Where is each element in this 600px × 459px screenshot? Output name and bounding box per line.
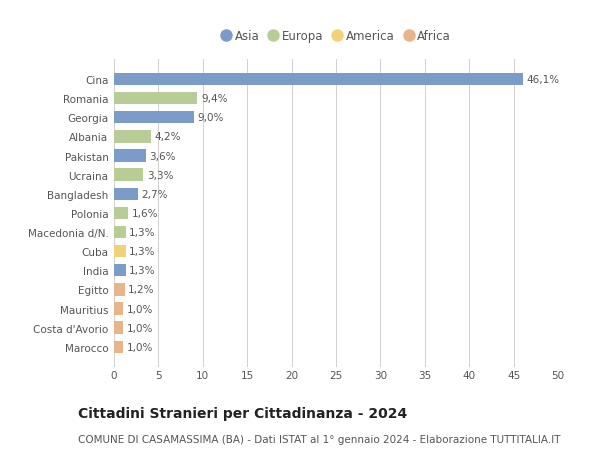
Bar [114, 226, 125, 239]
Text: 1,3%: 1,3% [129, 246, 155, 257]
Text: 9,0%: 9,0% [197, 113, 224, 123]
Text: 1,0%: 1,0% [127, 323, 153, 333]
Text: COMUNE DI CASAMASSIMA (BA) - Dati ISTAT al 1° gennaio 2024 - Elaborazione TUTTIT: COMUNE DI CASAMASSIMA (BA) - Dati ISTAT … [78, 434, 560, 444]
Bar [114, 207, 128, 220]
Bar [114, 264, 125, 277]
Text: 46,1%: 46,1% [527, 75, 560, 85]
Bar [114, 188, 138, 201]
Bar [114, 73, 523, 86]
Bar [114, 322, 123, 334]
Bar [114, 246, 125, 258]
Text: 2,7%: 2,7% [142, 190, 168, 199]
Bar [114, 112, 194, 124]
Text: 1,0%: 1,0% [127, 342, 153, 352]
Bar [114, 302, 123, 315]
Text: 1,6%: 1,6% [132, 208, 158, 218]
Text: 1,2%: 1,2% [128, 285, 155, 295]
Bar [114, 169, 143, 181]
Text: Cittadini Stranieri per Cittadinanza - 2024: Cittadini Stranieri per Cittadinanza - 2… [78, 406, 407, 420]
Legend: Asia, Europa, America, Africa: Asia, Europa, America, Africa [217, 26, 455, 48]
Bar [114, 131, 151, 143]
Bar [114, 150, 146, 162]
Text: 3,3%: 3,3% [147, 170, 173, 180]
Text: 1,0%: 1,0% [127, 304, 153, 314]
Text: 1,3%: 1,3% [129, 266, 155, 276]
Text: 9,4%: 9,4% [201, 94, 227, 104]
Text: 3,6%: 3,6% [149, 151, 176, 161]
Bar [114, 93, 197, 105]
Bar [114, 284, 125, 296]
Bar [114, 341, 123, 353]
Text: 4,2%: 4,2% [155, 132, 181, 142]
Text: 1,3%: 1,3% [129, 228, 155, 237]
